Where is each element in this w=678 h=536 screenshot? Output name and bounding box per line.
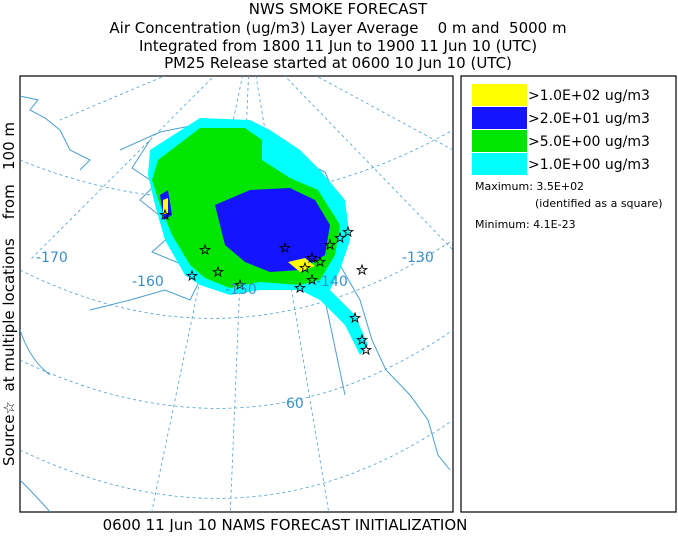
subtitle: Integrated from 1800 11 Jun to 1900 11 J… xyxy=(139,37,537,55)
plume-yellow xyxy=(163,198,168,214)
legend-label: >5.0E+00 ug/m3 xyxy=(528,134,650,150)
longitude-label: -150 xyxy=(225,282,257,298)
legend-swatch xyxy=(472,107,527,129)
side-label: Source☆ at multiple locations from 100 m xyxy=(0,122,18,466)
legend-items: >1.0E+02 ug/m3 >2.0E+01 ug/m3 >5.0E+00 ug/… xyxy=(472,84,650,175)
maximum: Maximum: 3.5E+02 xyxy=(475,180,584,193)
longitude-label: -160 xyxy=(132,274,164,290)
map: -170 -160 -150 -140 -130 60 xyxy=(19,75,454,513)
legend-swatch xyxy=(472,153,527,175)
footer: 0600 11 Jun 10 NAMS FORECAST INITIALIZAT… xyxy=(103,516,468,532)
legend-swatch xyxy=(472,130,527,152)
plume-yellow xyxy=(288,258,315,272)
longitude-label: -170 xyxy=(36,250,68,266)
latitude-label: 60 xyxy=(286,396,304,412)
minimum: Minimum: 4.1E-23 xyxy=(475,218,576,231)
longitude-label: -130 xyxy=(402,250,434,266)
legend: >1.0E+02 ug/m3 >2.0E+01 ug/m3 >5.0E+00 ug/… xyxy=(460,75,677,513)
subtitle: Air Concentration (ug/m3) Layer Average … xyxy=(109,19,566,37)
smoke-plume xyxy=(148,118,368,355)
longitude-label: -140 xyxy=(316,274,348,290)
legend-label: >2.0E+01 ug/m3 xyxy=(528,111,650,127)
plume-blue xyxy=(215,188,330,272)
maximum-note: (identified as a square) xyxy=(535,197,663,210)
legend-swatch xyxy=(472,84,527,106)
legend-label: >1.0E+00 ug/m3 xyxy=(528,157,650,173)
legend-label: >1.0E+02 ug/m3 xyxy=(528,88,650,104)
subtitle: PM25 Release started at 0600 10 Jun 10 (… xyxy=(164,54,512,72)
title: NWS SMOKE FORECAST xyxy=(249,0,428,18)
